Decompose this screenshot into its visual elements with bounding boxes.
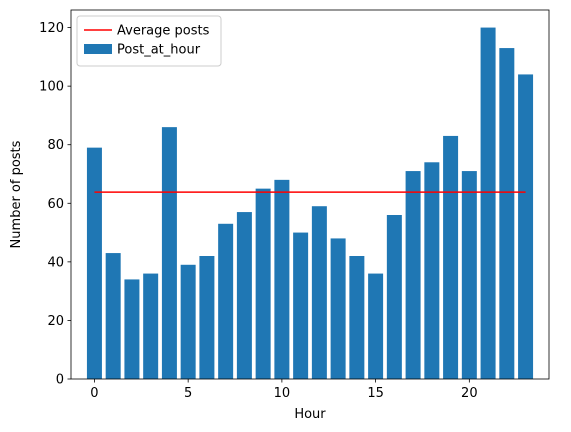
bar-hour-17 <box>405 171 421 379</box>
bar-hour-19 <box>443 135 459 379</box>
plot-frame <box>70 9 550 380</box>
y-tick-label: 80 <box>47 138 64 153</box>
x-tick-label: 5 <box>184 386 192 401</box>
y-axis-title: Number of posts <box>9 140 24 248</box>
bar-hour-13 <box>330 238 346 379</box>
bar-hour-7 <box>218 223 234 379</box>
y-tick-label: 100 <box>39 80 64 95</box>
bar-hour-12 <box>311 206 327 379</box>
y-tick-label: 20 <box>47 314 64 329</box>
x-tick-label: 10 <box>274 386 291 401</box>
bar-hour-11 <box>293 232 309 379</box>
legend-bars-label: Post_at_hour <box>117 43 201 58</box>
legend-bars-swatch <box>84 44 112 54</box>
bar-hour-16 <box>386 215 402 379</box>
bar-hour-1 <box>105 253 121 379</box>
bar-hour-18 <box>424 162 440 379</box>
legend-average-label: Average posts <box>117 24 210 39</box>
legend-box <box>76 15 222 67</box>
y-tick-label: 60 <box>47 197 64 212</box>
bar-hour-10 <box>274 179 290 379</box>
x-tick-label: 15 <box>367 386 384 401</box>
bar-hour-2 <box>124 279 140 379</box>
x-tick-label: 0 <box>90 386 98 401</box>
legend: Average posts Post_at_hour <box>76 15 222 67</box>
bar-hour-5 <box>180 264 196 379</box>
y-tick-label: 120 <box>39 21 64 36</box>
x-tick-label: 20 <box>461 386 478 401</box>
bar-hour-22 <box>499 48 515 379</box>
bar-hour-0 <box>86 147 102 379</box>
bar-hour-20 <box>461 171 477 379</box>
bar-hour-3 <box>143 273 159 379</box>
x-axis-ticks: 0 5 10 15 20 <box>90 379 478 401</box>
y-tick-label: 0 <box>56 373 64 388</box>
y-tick-label: 40 <box>47 255 64 270</box>
bar-hour-8 <box>236 212 252 379</box>
x-axis-title: Hour <box>294 407 326 422</box>
bar-hour-6 <box>199 256 215 379</box>
bars-group <box>86 27 534 380</box>
bar-hour-15 <box>368 273 384 379</box>
bar-hour-9 <box>255 188 271 379</box>
y-axis-ticks: 0 20 40 60 80 100 120 <box>39 21 71 388</box>
bar-hour-14 <box>349 256 365 379</box>
bar-hour-23 <box>518 74 534 379</box>
bar-hour-4 <box>161 127 177 380</box>
bar-hour-21 <box>480 27 496 379</box>
